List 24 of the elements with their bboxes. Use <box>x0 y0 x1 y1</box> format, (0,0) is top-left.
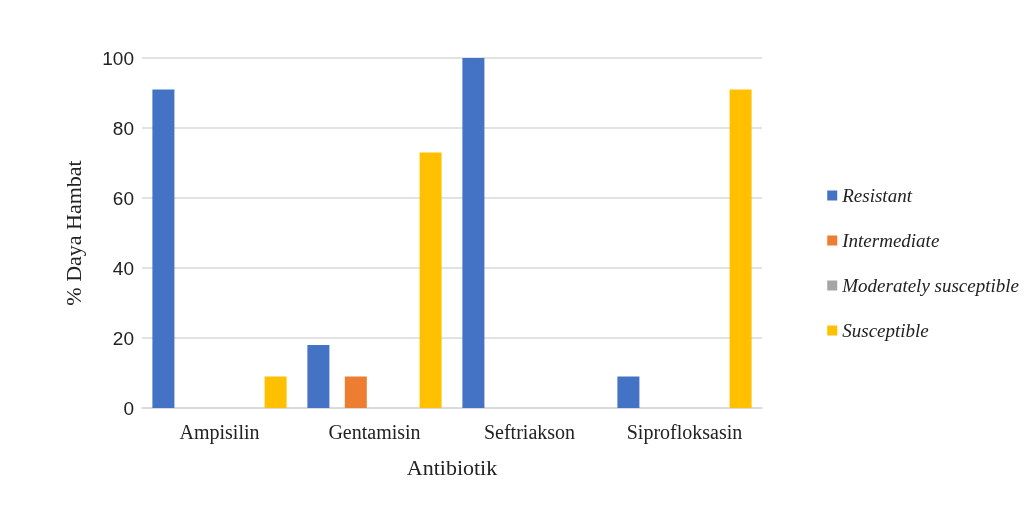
legend-label: Susceptible <box>842 320 929 341</box>
y-tick-label: 100 <box>102 47 134 69</box>
bar <box>264 376 287 408</box>
x-tick-label: Gentamisin <box>328 421 421 443</box>
y-tick-label: 60 <box>112 187 134 209</box>
x-axis-title: Antibiotik <box>406 454 498 480</box>
bar <box>462 58 485 408</box>
bar <box>729 89 752 408</box>
y-axis-title: % Daya Hambat <box>60 160 86 306</box>
bar <box>307 345 330 408</box>
x-tick-label: Seftriakson <box>483 421 576 443</box>
y-tick-label: 80 <box>112 117 134 139</box>
legend-label: Resistant <box>841 185 913 206</box>
bar <box>152 89 175 408</box>
x-tick-label: Ampisilin <box>179 421 260 444</box>
y-tick-label: 20 <box>112 327 134 349</box>
legend-label: Moderately susceptible <box>841 275 1020 296</box>
bar <box>617 376 640 408</box>
y-tick-label: 40 <box>112 257 134 279</box>
bar <box>344 376 367 408</box>
x-tick-label: Siprofloksasin <box>626 421 743 444</box>
legend-label: Intermediate <box>841 230 940 251</box>
y-tick-label: 0 <box>123 397 134 419</box>
bar <box>419 152 442 408</box>
